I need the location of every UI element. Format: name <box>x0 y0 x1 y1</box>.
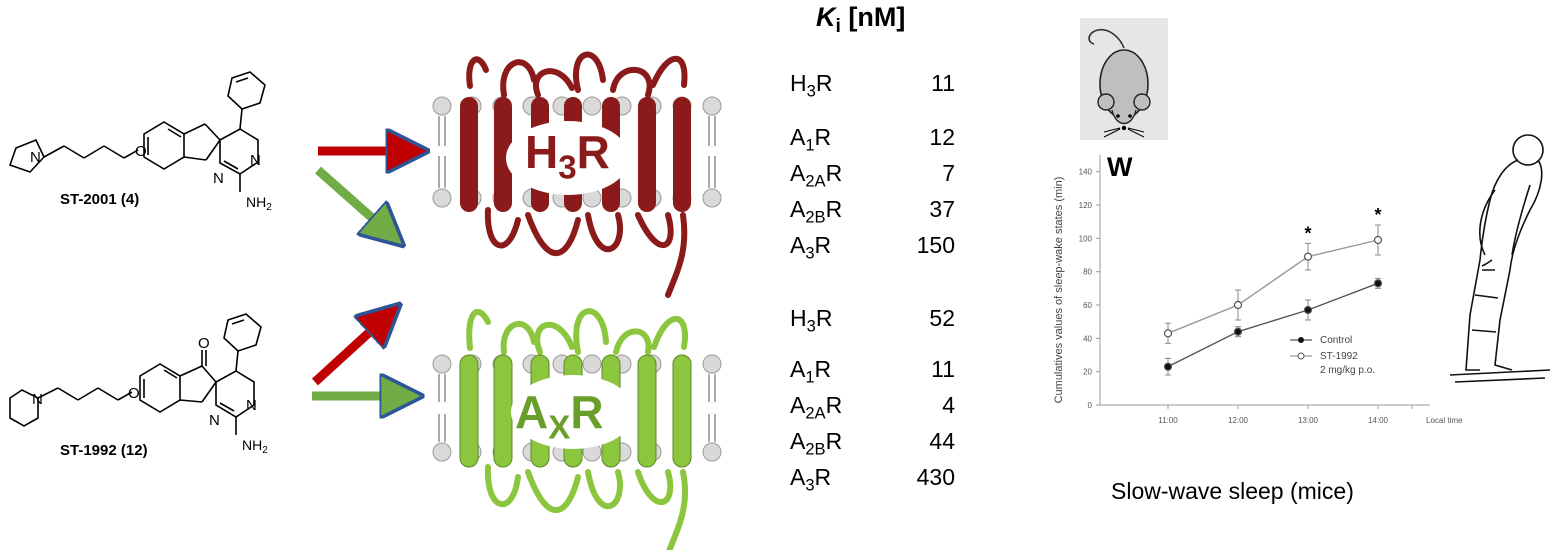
sleepwalker-illustration <box>1450 134 1551 383</box>
h3-receptor-loops <box>466 51 688 298</box>
ki-row-name: H3R <box>790 70 833 101</box>
ki-row-name: A1R <box>790 356 832 387</box>
x-tick-label: 11:00 <box>1158 416 1178 425</box>
y-axis-label: Cumulatives values of sleep-wake states … <box>1053 177 1065 404</box>
x-tick-label: 12:00 <box>1228 416 1249 425</box>
significance-marker: * <box>1374 205 1381 225</box>
ki-row-value: 52 <box>929 305 955 331</box>
n-atom-1: N <box>30 149 41 166</box>
ki-row-name: A3R <box>790 232 832 263</box>
compound-label-2: ST-1992 (12) <box>60 442 148 459</box>
sleep-chart: 0 20 40 60 80 100 120 140 11:00 12:00 13:00 14:00 Lo… <box>1053 155 1463 425</box>
arrows-svg <box>311 120 430 420</box>
compound-label-1: ST-2001 (4) <box>60 191 140 208</box>
n-atom-6: N <box>246 397 257 414</box>
x-tick-label: 14:00 <box>1368 416 1389 425</box>
h3r-receptor-label: H3R <box>525 126 610 187</box>
series-line-ST-1992 <box>1167 239 1379 334</box>
arrow-red-2 <box>311 318 385 386</box>
legend-marker <box>1298 337 1304 343</box>
y-tick-label: 0 <box>1088 401 1093 410</box>
ki-row-name: H3R <box>790 305 833 336</box>
panel-letter: W <box>1107 152 1133 182</box>
significance-marker: * <box>1304 223 1311 243</box>
nh2-label-2: NH2 <box>242 437 268 457</box>
data-point <box>1303 252 1313 261</box>
legend-entry: 2 mg/kg p.o. <box>1320 365 1375 376</box>
receptor-diagrams <box>432 51 722 550</box>
data-point <box>1233 327 1243 336</box>
ki-row-value: 430 <box>916 464 955 490</box>
ki-row-value: 11 <box>931 70 955 96</box>
n-atom-2: N <box>213 170 224 187</box>
ki-header: Ki [nM] <box>816 2 906 38</box>
o-atom-3: O <box>198 335 210 352</box>
arrow-green-1 <box>315 166 388 232</box>
ki-row-name: A3R <box>790 464 832 495</box>
data-point <box>1163 329 1173 338</box>
o-atom-2: O <box>128 385 140 402</box>
o-atom-1: O <box>135 143 147 160</box>
n-atom-5: N <box>209 412 220 429</box>
y-tick-label: 140 <box>1079 168 1093 177</box>
ki-row-name: A2BR <box>790 428 843 459</box>
ki-row-value: 11 <box>931 356 955 382</box>
h3-label-bg <box>506 121 630 195</box>
ax-label-bg <box>511 375 635 449</box>
caption: Slow-wave sleep (mice) <box>1111 478 1354 504</box>
data-point <box>1303 305 1313 315</box>
legend-marker <box>1297 352 1305 360</box>
ki-row-value: 150 <box>916 232 955 258</box>
ki-row-value: 44 <box>929 428 955 454</box>
structures-svg: N O N N N O O N N <box>8 71 266 435</box>
y-tick-label: 20 <box>1083 368 1092 377</box>
ki-row-value: 37 <box>929 196 955 222</box>
x-tick-label: 13:00 <box>1298 416 1319 425</box>
x-axis-label: Local time <box>1426 416 1463 425</box>
ax-receptor-loops <box>466 308 689 550</box>
data-point <box>1233 300 1243 310</box>
data-point <box>1163 362 1173 371</box>
n-atom-3: N <box>250 152 261 169</box>
mouse-icon <box>1080 18 1168 140</box>
ki-row-name: A2AR <box>790 160 843 191</box>
structure-st1992 <box>9 313 262 435</box>
y-tick-label: 40 <box>1083 334 1092 343</box>
ki-row-value: 12 <box>929 124 955 150</box>
ki-row-name: A2BR <box>790 196 843 227</box>
y-tick-label: 100 <box>1079 234 1093 243</box>
y-tick-label: 60 <box>1083 301 1092 310</box>
structure-st2001 <box>8 71 266 192</box>
ki-row-value: 7 <box>942 160 955 186</box>
axr-receptor-label: AXR <box>515 386 604 447</box>
y-tick-label: 80 <box>1083 268 1092 277</box>
n-atom-4: N <box>32 391 43 408</box>
ki-row-name: A1R <box>790 124 832 155</box>
y-tick-label: 120 <box>1079 201 1093 210</box>
series-line-Control <box>1167 282 1379 368</box>
legend-entry: Control <box>1320 335 1352 346</box>
ki-row-name: A2AR <box>790 392 843 423</box>
nh2-label-1: NH2 <box>246 194 272 214</box>
data-point <box>1373 279 1383 288</box>
data-point <box>1373 235 1383 245</box>
ki-row-value: 4 <box>942 392 955 418</box>
legend-entry: ST-1992 <box>1320 351 1358 362</box>
